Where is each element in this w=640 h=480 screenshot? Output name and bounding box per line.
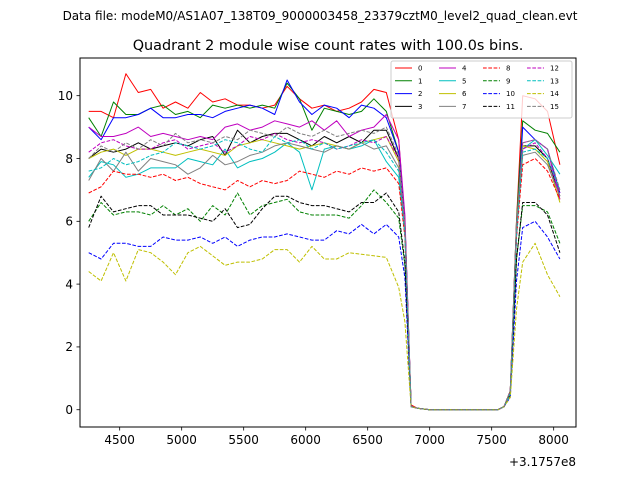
x-offset-label: +3.1757e8 <box>509 455 576 469</box>
y-tick-label: 8 <box>65 152 73 166</box>
legend-label-15: 15 <box>550 103 559 111</box>
x-tick-label: 6500 <box>352 433 383 447</box>
legend-label-7: 7 <box>462 103 466 111</box>
series-line-14 <box>88 242 561 411</box>
x-tick-label: 7500 <box>476 433 507 447</box>
y-axis: 0 2 4 6 8 10 <box>58 89 80 417</box>
legend-label-9: 9 <box>506 77 510 85</box>
legend-label-3: 3 <box>418 103 422 111</box>
y-tick-label: 0 <box>65 403 73 417</box>
y-tick-label: 2 <box>65 340 73 354</box>
series-line-0 <box>88 73 561 411</box>
x-tick-label: 6000 <box>290 433 321 447</box>
x-tick-label: 4500 <box>104 433 135 447</box>
x-tick-label: 7000 <box>414 433 445 447</box>
y-tick-label: 4 <box>65 277 73 291</box>
x-axis: 4500 5000 5500 6000 6500 7000 7500 8000 <box>104 427 569 447</box>
series-line-11 <box>88 192 561 411</box>
series-line-8 <box>88 158 561 411</box>
legend-label-0: 0 <box>418 65 422 73</box>
legend-label-4: 4 <box>462 65 467 73</box>
legend-label-10: 10 <box>506 90 515 98</box>
x-tick-label: 8000 <box>538 433 569 447</box>
series-line-3 <box>88 129 561 411</box>
legend-box <box>390 60 573 119</box>
series-line-10 <box>88 220 561 411</box>
x-tick-label: 5000 <box>166 433 197 447</box>
series-line-4 <box>88 114 561 411</box>
legend-label-12: 12 <box>550 65 559 73</box>
series-line-1 <box>88 82 561 411</box>
suptitle: Data file: modeM0/AS1A07_138T09_90000034… <box>63 9 578 23</box>
chart-title: Quadrant 2 module wise count rates with … <box>133 38 524 54</box>
legend-label-2: 2 <box>418 90 422 98</box>
axes-frame <box>79 57 577 428</box>
series-line-9 <box>88 189 561 411</box>
series-line-5 <box>88 139 561 411</box>
series-line-7 <box>88 142 561 411</box>
series-layer <box>88 73 561 411</box>
y-tick-label: 10 <box>58 89 73 103</box>
legend-label-13: 13 <box>550 77 559 85</box>
x-tick-label: 5500 <box>228 433 259 447</box>
legend-label-8: 8 <box>506 65 510 73</box>
series-line-15 <box>88 126 561 411</box>
series-line-2 <box>88 79 561 411</box>
legend-label-11: 11 <box>506 103 515 111</box>
legend-label-5: 5 <box>462 77 466 85</box>
legend-label-6: 6 <box>462 90 467 98</box>
legend-label-1: 1 <box>418 77 422 85</box>
legend-label-14: 14 <box>550 90 559 98</box>
y-tick-label: 6 <box>65 215 73 229</box>
